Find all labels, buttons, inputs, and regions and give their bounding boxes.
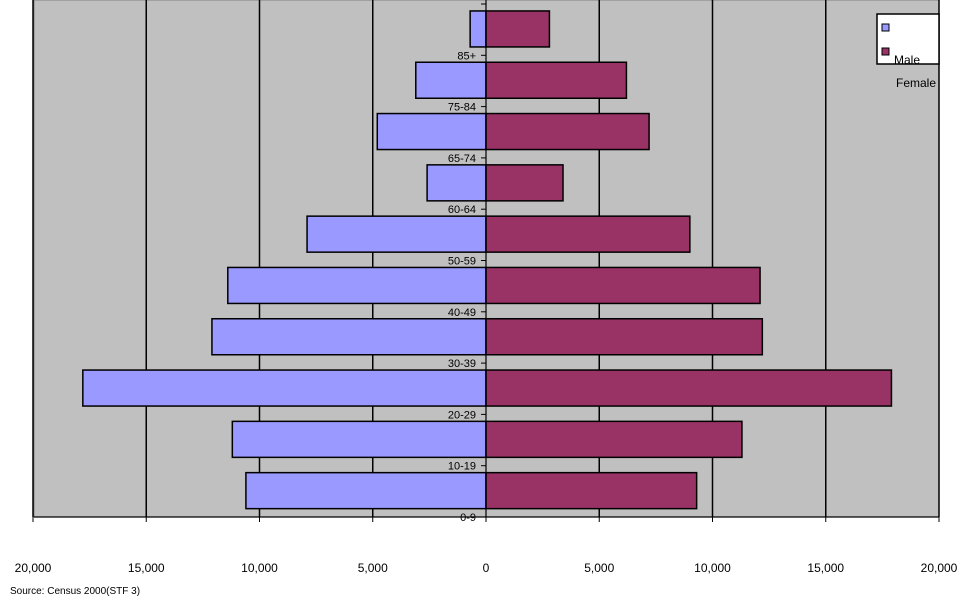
female-bar-0-9 [485,471,698,510]
x-tick-labels: 20,000 15,000 10,000 5,000 0 5,000 10,000 15,00… [15,561,958,575]
category-label: 50-59 [448,256,476,268]
category-label: 85+ [457,50,476,62]
female-bar-65-74 [485,112,650,151]
male-bar-10-19 [231,420,487,459]
category-label: 65-74 [448,153,476,165]
x-tick-label: 10,000 [241,561,278,575]
male-bar-0-9 [245,471,487,510]
female-bar-60-64 [485,164,564,202]
male-bar-60-64 [426,164,487,202]
male-bar-20-29 [82,369,487,407]
source-note: Source: Census 2000(STF 3) [10,586,141,597]
axes [32,0,940,522]
x-tick-label: 15,000 [128,561,165,575]
female-bar-85+ [485,10,551,48]
legend-label-female: Female [896,76,936,90]
category-label: 40-49 [448,307,476,319]
x-tick-label: 5,000 [584,561,614,575]
category-label: 0-9 [460,512,476,524]
legend: Male Female [876,13,940,90]
male-bar-85+ [469,10,487,48]
male-bar-75-84 [415,61,487,99]
bars [82,10,893,510]
male-bar-40-49 [227,266,487,305]
legend-swatch-female [881,47,890,56]
female-bar-10-19 [485,420,743,459]
legend-swatch-male [881,23,890,32]
category-label: 20-29 [448,409,476,421]
female-bar-50-59 [485,215,691,253]
male-bar-50-59 [306,215,487,253]
x-tick-label: 20,000 [921,561,958,575]
female-bar-75-84 [485,61,628,99]
category-label: 30-39 [448,358,476,370]
legend-label-male: Male [894,53,920,67]
male-bar-65-74 [376,112,487,151]
female-bar-20-29 [485,369,893,407]
x-tick-label: 10,000 [694,561,731,575]
x-tick-label: 5,000 [358,561,388,575]
category-labels: 0-9 10-19 20-29 30-39 40-49 50-59 60-64 65-74 75… [448,50,476,524]
x-tick-label: 15,000 [807,561,844,575]
female-bar-40-49 [485,266,761,305]
x-tick-label: 0 [483,561,490,575]
female-bar-30-39 [485,318,764,356]
category-label: 75-84 [448,102,476,114]
category-label: 10-19 [448,461,476,473]
legend-box [876,13,940,65]
x-tick-label: 20,000 [15,561,52,575]
male-bar-30-39 [211,318,487,356]
category-label: 60-64 [448,204,476,216]
